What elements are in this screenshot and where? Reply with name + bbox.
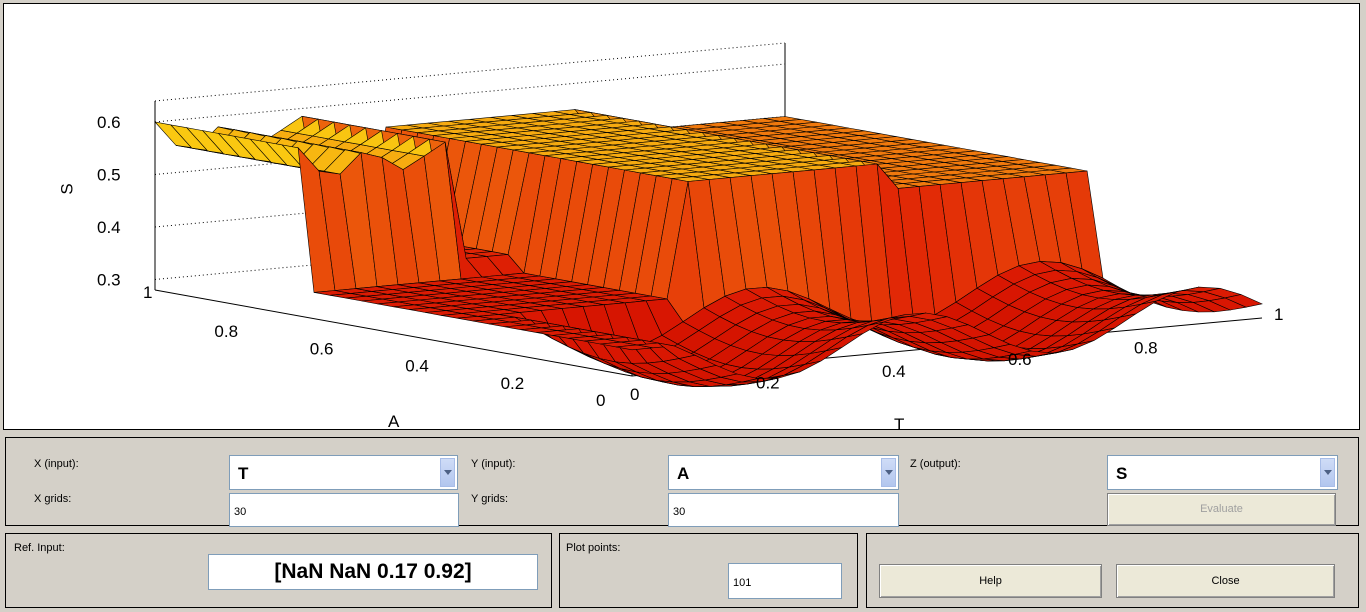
t-tick-label: 1 (1274, 305, 1283, 324)
chevron-down-icon[interactable] (440, 458, 455, 487)
grid-line (154, 42, 786, 102)
chevron-down-icon[interactable] (1320, 458, 1335, 487)
z-tick-label: 0.3 (97, 271, 121, 290)
action-buttons-panel: Help Close (866, 533, 1359, 608)
x-input-select[interactable]: T (229, 455, 458, 490)
ref-input-label: Ref. Input: (14, 542, 65, 554)
z-tick-label: 0.6 (97, 113, 121, 132)
t-tick-label: 0.8 (1134, 339, 1158, 358)
plot-points-input[interactable]: 101 (728, 563, 842, 599)
a-tick-label: 0.4 (405, 357, 429, 376)
surface-faces (154, 109, 1263, 388)
z-output-select[interactable]: S (1107, 455, 1338, 490)
x-input-label: X (input): (34, 458, 79, 470)
t-tick-label: 0 (630, 385, 639, 404)
y-input-label: Y (input): (471, 458, 516, 470)
evaluate-button[interactable]: Evaluate (1107, 493, 1336, 526)
z-output-value: S (1116, 464, 1128, 483)
ref-input-panel: Ref. Input: [NaN NaN 0.17 0.92] (5, 533, 552, 608)
x-grids-label: X grids: (34, 493, 72, 505)
x-grids-input[interactable]: 30 (229, 493, 459, 527)
z-axis-label: S (57, 183, 77, 195)
plot-points-label: Plot points: (566, 542, 621, 554)
a-tick-label: 1 (143, 283, 152, 302)
z-tick-label: 0.5 (97, 166, 121, 185)
t-tick-label: 0.4 (882, 362, 906, 381)
surface-plot: 0.6 0.5 0.4 0.3 1 0.8 0.6 0.4 0.2 0 0 0.2 0.4 0.6 0.8 1 (97, 42, 1283, 410)
t-tick-label: 0.6 (1008, 350, 1032, 369)
y-input-value: A (677, 464, 690, 483)
help-button[interactable]: Help (879, 564, 1102, 598)
chevron-down-icon[interactable] (881, 458, 896, 487)
ref-input-field[interactable]: [NaN NaN 0.17 0.92] (208, 554, 538, 590)
a-tick-label: 0 (596, 391, 605, 410)
a-tick-label: 0.8 (214, 322, 238, 341)
z-tick-label: 0.4 (97, 218, 121, 237)
x-axis-label: T (894, 415, 905, 434)
y-input-select[interactable]: A (668, 455, 899, 490)
t-tick-label: 0.2 (756, 373, 780, 392)
surface-plot-panel: 0.6 0.5 0.4 0.3 1 0.8 0.6 0.4 0.2 0 0 0.2 0.4 0.6 0.8 1… (3, 3, 1360, 434)
axis-ticks: 0.6 0.5 0.4 0.3 1 0.8 0.6 0.4 0.2 0 0 0.2 0.4 0.6 0.8 1 (97, 113, 1283, 410)
plot-points-panel: Plot points: 101 (559, 533, 858, 608)
axis-line (154, 289, 633, 377)
grid-line (154, 63, 786, 123)
y-grids-input[interactable]: 30 (668, 493, 899, 527)
z-output-label: Z (output): (910, 458, 961, 470)
a-tick-label: 0.2 (501, 374, 525, 393)
surface-controls-panel: X (input): T Y (input): A Z (output): S … (5, 437, 1359, 527)
y-axis-label: A (388, 412, 400, 431)
x-input-value: T (238, 464, 249, 483)
y-grids-label: Y grids: (471, 493, 509, 505)
surface-patch (1224, 294, 1263, 308)
close-button[interactable]: Close (1116, 564, 1335, 598)
a-tick-label: 0.6 (310, 339, 334, 358)
